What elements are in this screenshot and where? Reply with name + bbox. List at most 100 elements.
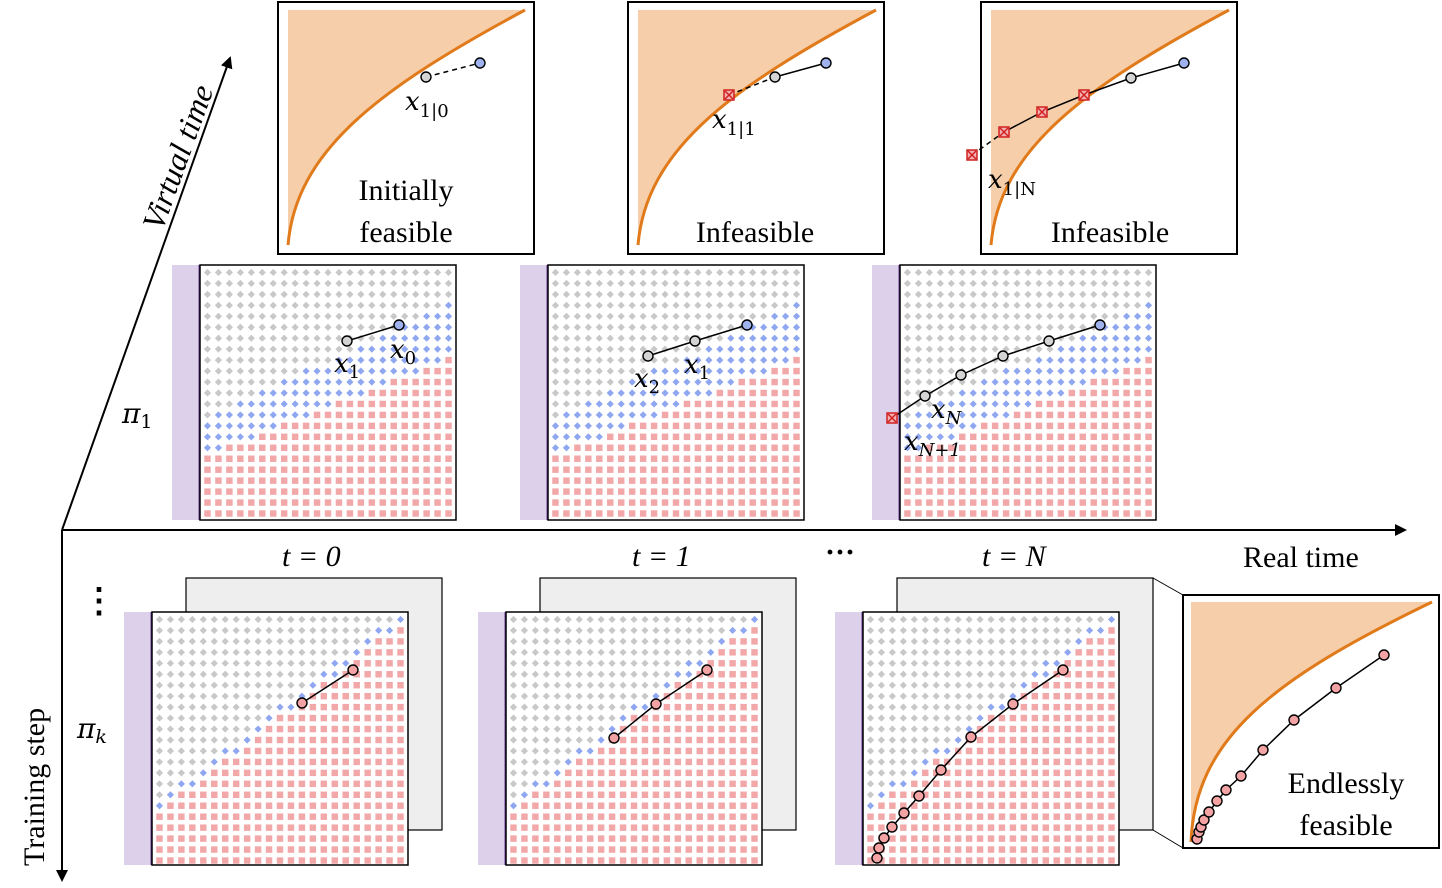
unsafe-state-cell bbox=[716, 422, 724, 430]
unsafe-state-cell bbox=[189, 846, 196, 853]
trajectory bbox=[891, 324, 1101, 419]
unsafe-state-cell bbox=[617, 499, 625, 506]
unsafe-state-cell bbox=[1046, 466, 1054, 473]
safe-state-cell bbox=[998, 626, 1006, 635]
unsafe-state-cell bbox=[729, 769, 736, 777]
unsafe-state-cell bbox=[221, 857, 229, 864]
unsafe-state-cell bbox=[353, 714, 360, 722]
unsafe-state-cell bbox=[696, 813, 703, 820]
unsafe-state-cell bbox=[694, 488, 702, 495]
unsafe-state-cell bbox=[320, 824, 328, 831]
unsafe-state-cell bbox=[685, 802, 693, 809]
unsafe-state-cell bbox=[386, 857, 393, 864]
safe-state-cell bbox=[672, 268, 680, 277]
unsafe-state-cell bbox=[346, 422, 354, 430]
safe-state-cell bbox=[320, 648, 328, 656]
safe-state-cell bbox=[357, 312, 365, 320]
unsafe-state-cell bbox=[596, 444, 603, 452]
unsafe-state-cell bbox=[575, 857, 583, 864]
boundary-state-cell bbox=[335, 356, 343, 364]
unsafe-state-cell bbox=[683, 499, 691, 506]
safe-state-cell bbox=[225, 378, 233, 386]
boundary-state-cell bbox=[390, 356, 398, 364]
unsafe-state-cell bbox=[663, 813, 671, 820]
unsafe-state-cell bbox=[889, 857, 896, 864]
boundary-state-cell bbox=[947, 411, 955, 419]
unsafe-state-cell bbox=[586, 791, 594, 799]
unsafe-state-cell bbox=[565, 802, 572, 809]
unsafe-state-cell bbox=[1075, 671, 1082, 678]
boundary-state-cell bbox=[313, 378, 321, 386]
unsafe-state-cell bbox=[276, 758, 284, 766]
safe-state-cell bbox=[247, 301, 255, 309]
unsafe-state-cell bbox=[178, 813, 185, 820]
safe-state-cell bbox=[214, 378, 223, 386]
unsafe-state-cell bbox=[445, 411, 452, 419]
safe-state-cell bbox=[444, 279, 453, 288]
unsafe-state-cell bbox=[1031, 791, 1039, 799]
safe-state-cell bbox=[542, 747, 550, 755]
boundary-state-cell bbox=[716, 345, 724, 353]
unsafe-state-cell bbox=[1068, 466, 1076, 473]
unsafe-state-cell bbox=[987, 780, 995, 788]
infeasible-state-marker bbox=[998, 126, 1010, 138]
unsafe-state-cell bbox=[1108, 671, 1115, 678]
unsafe-state-cell bbox=[287, 714, 295, 722]
state-label: x1|1 bbox=[712, 105, 756, 140]
safe-state-cell bbox=[291, 301, 299, 309]
unsafe-state-cell bbox=[915, 488, 922, 495]
unsafe-state-cell bbox=[1134, 400, 1141, 408]
boundary-state-cell bbox=[1123, 312, 1131, 320]
unsafe-state-cell bbox=[672, 433, 680, 441]
safe-state-cell bbox=[1002, 301, 1010, 309]
unsafe-state-cell bbox=[969, 510, 977, 517]
state-label-x2: x2 bbox=[634, 364, 660, 398]
unsafe-state-cell bbox=[718, 846, 725, 853]
unsafe-state-cell bbox=[749, 466, 756, 473]
unsafe-state-cell bbox=[1112, 389, 1119, 397]
unsafe-state-cell bbox=[943, 791, 951, 799]
safe-state-cell bbox=[936, 378, 944, 386]
safe-state-cell bbox=[641, 626, 649, 635]
unsafe-state-cell bbox=[782, 422, 789, 430]
unsafe-state-cell bbox=[1101, 389, 1108, 397]
middle-row: x1 x0 x2 x1 xN bbox=[172, 264, 1157, 521]
safe-state-cell bbox=[705, 301, 713, 309]
unsafe-state-cell bbox=[364, 780, 371, 788]
boundary-state-cell bbox=[236, 422, 244, 430]
unsafe-state-cell bbox=[652, 813, 660, 820]
unsafe-state-cell bbox=[298, 802, 306, 809]
state-grid bbox=[903, 268, 1153, 517]
unsafe-state-cell bbox=[1064, 846, 1071, 853]
unsafe-state-cell bbox=[608, 758, 616, 766]
unsafe-state-cell bbox=[991, 422, 999, 430]
boundary-state-cell bbox=[423, 356, 431, 364]
safe-state-cell bbox=[236, 378, 244, 386]
unsafe-state-cell bbox=[729, 758, 736, 766]
unsafe-state-cell bbox=[674, 802, 682, 809]
unsafe-state-cell bbox=[585, 444, 592, 452]
unsafe-state-cell bbox=[976, 780, 984, 788]
unsafe-state-cell bbox=[707, 791, 714, 799]
unsafe-state-cell bbox=[782, 466, 789, 473]
unsafe-state-cell bbox=[243, 835, 251, 842]
unsafe-state-cell bbox=[265, 824, 273, 831]
unsafe-state-cell bbox=[375, 681, 382, 689]
unsafe-state-cell bbox=[1053, 780, 1060, 788]
unsafe-state-cell bbox=[565, 857, 572, 864]
unsafe-state-cell bbox=[619, 835, 627, 842]
unsafe-state-cell bbox=[331, 725, 339, 733]
unsafe-state-cell bbox=[900, 835, 907, 842]
unsafe-state-cell bbox=[760, 378, 767, 386]
boundary-state-cell bbox=[280, 378, 288, 386]
unsafe-state-cell bbox=[364, 725, 371, 733]
unsafe-state-cell bbox=[617, 444, 625, 452]
safe-state-cell bbox=[214, 345, 223, 353]
unsafe-state-cell bbox=[1068, 433, 1076, 441]
safe-state-cell bbox=[401, 268, 409, 277]
unsafe-state-cell bbox=[1145, 444, 1152, 452]
safe-state-cell bbox=[254, 692, 262, 700]
unsafe-state-cell bbox=[543, 791, 550, 799]
safe-state-cell bbox=[401, 301, 409, 309]
unsafe-state-cell bbox=[346, 488, 354, 495]
